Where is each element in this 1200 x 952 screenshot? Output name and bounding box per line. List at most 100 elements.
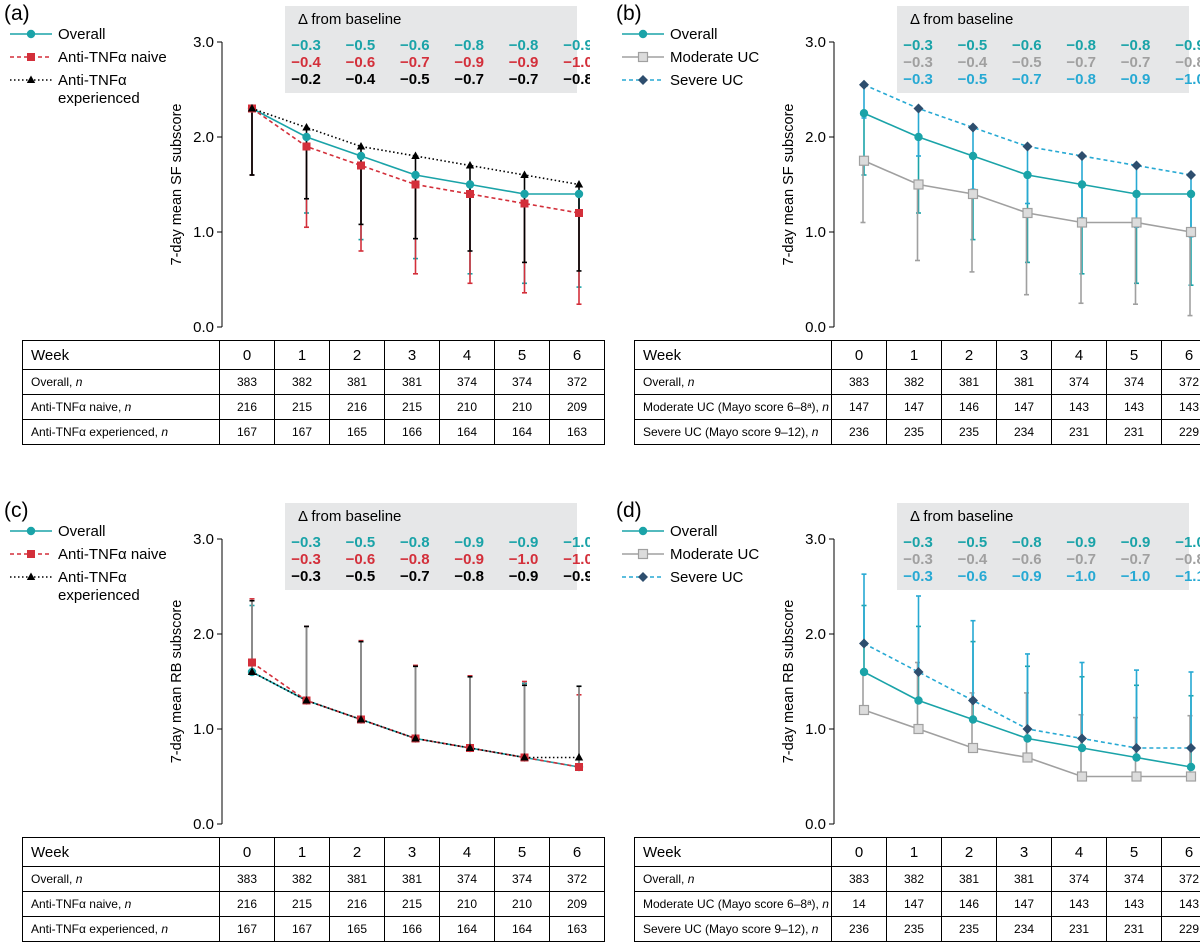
point-moderate [858, 155, 870, 166]
point-overall [356, 151, 366, 161]
delta-value: −0.8 [1012, 534, 1042, 551]
delta-value: −0.3 [903, 37, 933, 54]
delta-value: −0.8 [400, 534, 430, 551]
table-cell: 209 [549, 891, 605, 917]
table-row: Moderate UC (Mayo score 6–8ᵃ), n 14 147 146… [634, 891, 1200, 917]
legend-marker [26, 572, 36, 580]
legend-item-naive: Anti-TNFα naive [10, 546, 167, 563]
table-cell: 143 [1051, 891, 1107, 917]
point-experienced [302, 696, 311, 704]
table-cell: 215 [274, 394, 330, 420]
delta-value: −0.7 [1066, 551, 1096, 568]
delta-value: −0.9 [1121, 71, 1151, 88]
delta-value: −1.0 [1121, 568, 1151, 585]
legend-label-cont: experienced [58, 90, 140, 107]
table-header-cell: 6 [549, 837, 605, 867]
legend-label: Moderate UC [670, 546, 759, 563]
table-cell: 216 [329, 394, 385, 420]
point-moderate [1185, 771, 1197, 782]
table-cell: 147 [996, 394, 1052, 420]
table-row: Overall, n 383 382 381 381 374 374 372 [22, 369, 605, 395]
legend-label: Anti-TNFα naive [58, 546, 167, 563]
y-tick-label: 3.0 [193, 531, 214, 548]
legend-label: Anti-TNFα naive [58, 49, 167, 66]
row-label-n: n [811, 922, 819, 936]
delta-value: −0.5 [1012, 54, 1042, 71]
point-overall [1132, 189, 1141, 199]
table-cell: 14 [831, 891, 887, 917]
y-tick-label: 2.0 [193, 129, 214, 146]
delta-value: −0.8 [1066, 71, 1096, 88]
table-cell: 235 [941, 419, 997, 445]
y-tick-label: 1.0 [805, 721, 826, 738]
table-cell: 167 [274, 419, 330, 445]
table-cell: 381 [941, 866, 997, 892]
delta-value: −0.3 [291, 551, 321, 568]
table-cell: 383 [219, 866, 275, 892]
delta-value: −0.3 [903, 551, 933, 568]
panel-label: (d) [616, 499, 642, 522]
legend-label: Overall [58, 523, 106, 540]
row-label-n: n [75, 872, 83, 886]
table-row: Anti-TNFα naive, n 216 215 216 215 210 210 209 [22, 394, 605, 420]
point-experienced [465, 743, 475, 751]
point-severe [913, 103, 924, 114]
chart-svg: (a) 0.0 1.0 2.0 3.0 7-day mean SF subscore Δ f… [4, 2, 590, 336]
point-naive [411, 180, 420, 189]
row-label-n: n [124, 897, 132, 911]
table-header-row: Week 0 1 2 3 4 5 6 [634, 837, 1200, 867]
point-overall [1077, 743, 1087, 753]
table-header-cell: 1 [886, 837, 942, 867]
table-cell: 234 [996, 419, 1052, 445]
legend-label: Severe UC [670, 72, 744, 89]
row-label: Overall, n [634, 369, 832, 395]
legend-marker [27, 53, 35, 61]
table-cell: 163 [549, 419, 605, 445]
y-axis-label: 7-day mean SF subscore [781, 104, 797, 266]
table-row: Severe UC (Mayo score 9–12), n 236 235 235 2… [634, 916, 1200, 942]
row-label: Anti-TNFα experienced, n [22, 419, 220, 445]
legend-label: Severe UC [670, 569, 744, 586]
table-header-cell: 4 [439, 837, 495, 867]
table-cell: 143 [1106, 394, 1162, 420]
table-cell: 231 [1051, 916, 1107, 942]
panel-label: (b) [616, 2, 642, 25]
delta-value: −0.7 [1012, 71, 1042, 88]
legend-item-overall: Overall [10, 523, 106, 540]
delta-value: −0.8 [454, 37, 484, 54]
delta-title: Δ from baseline [298, 11, 401, 28]
delta-value: −0.6 [1012, 551, 1042, 568]
delta-value: −0.8 [400, 551, 430, 568]
point-severe [913, 667, 924, 677]
legend-label: Overall [670, 26, 718, 43]
table-header-cell: Week [22, 340, 220, 370]
row-label-n: n [124, 400, 132, 414]
table-header-cell: 3 [996, 837, 1052, 867]
point-severe [1077, 151, 1087, 161]
delta-value: −0.7 [400, 568, 430, 585]
delta-title: Δ from baseline [910, 508, 1013, 525]
row-label-n: n [161, 922, 169, 936]
delta-value: −0.9 [509, 568, 539, 585]
y-tick-label: 0.0 [193, 319, 214, 336]
delta-value: −0.9 [563, 37, 590, 54]
point-experienced [574, 753, 584, 761]
delta-value: −0.3 [903, 568, 933, 585]
table-cell: 235 [886, 419, 942, 445]
table-row: Overall, n 383 382 381 381 374 374 372 [22, 866, 605, 892]
legend-item-overall: Overall [622, 26, 718, 43]
table-cell: 143 [1161, 891, 1200, 917]
delta-value: −0.4 [958, 551, 988, 568]
table-cell: 166 [384, 419, 440, 445]
chart-panel-c: (c) 0.0 1.0 2.0 3.0 7-day mean RB subscore Δ f… [0, 497, 605, 952]
table-header-cell: 5 [494, 837, 550, 867]
table-cell: 163 [549, 916, 605, 942]
table-header-cell: 0 [831, 340, 887, 370]
row-label-n: n [811, 425, 819, 439]
table-cell: 372 [1161, 866, 1200, 892]
table-cell: 147 [886, 891, 942, 917]
table-cell: 382 [886, 866, 942, 892]
chart-panel-b: (b) 0.0 1.0 2.0 3.0 7-day mean SF subscore Δ f… [612, 0, 1200, 455]
table-cell: 374 [1051, 369, 1107, 395]
point-severe [1022, 141, 1033, 152]
